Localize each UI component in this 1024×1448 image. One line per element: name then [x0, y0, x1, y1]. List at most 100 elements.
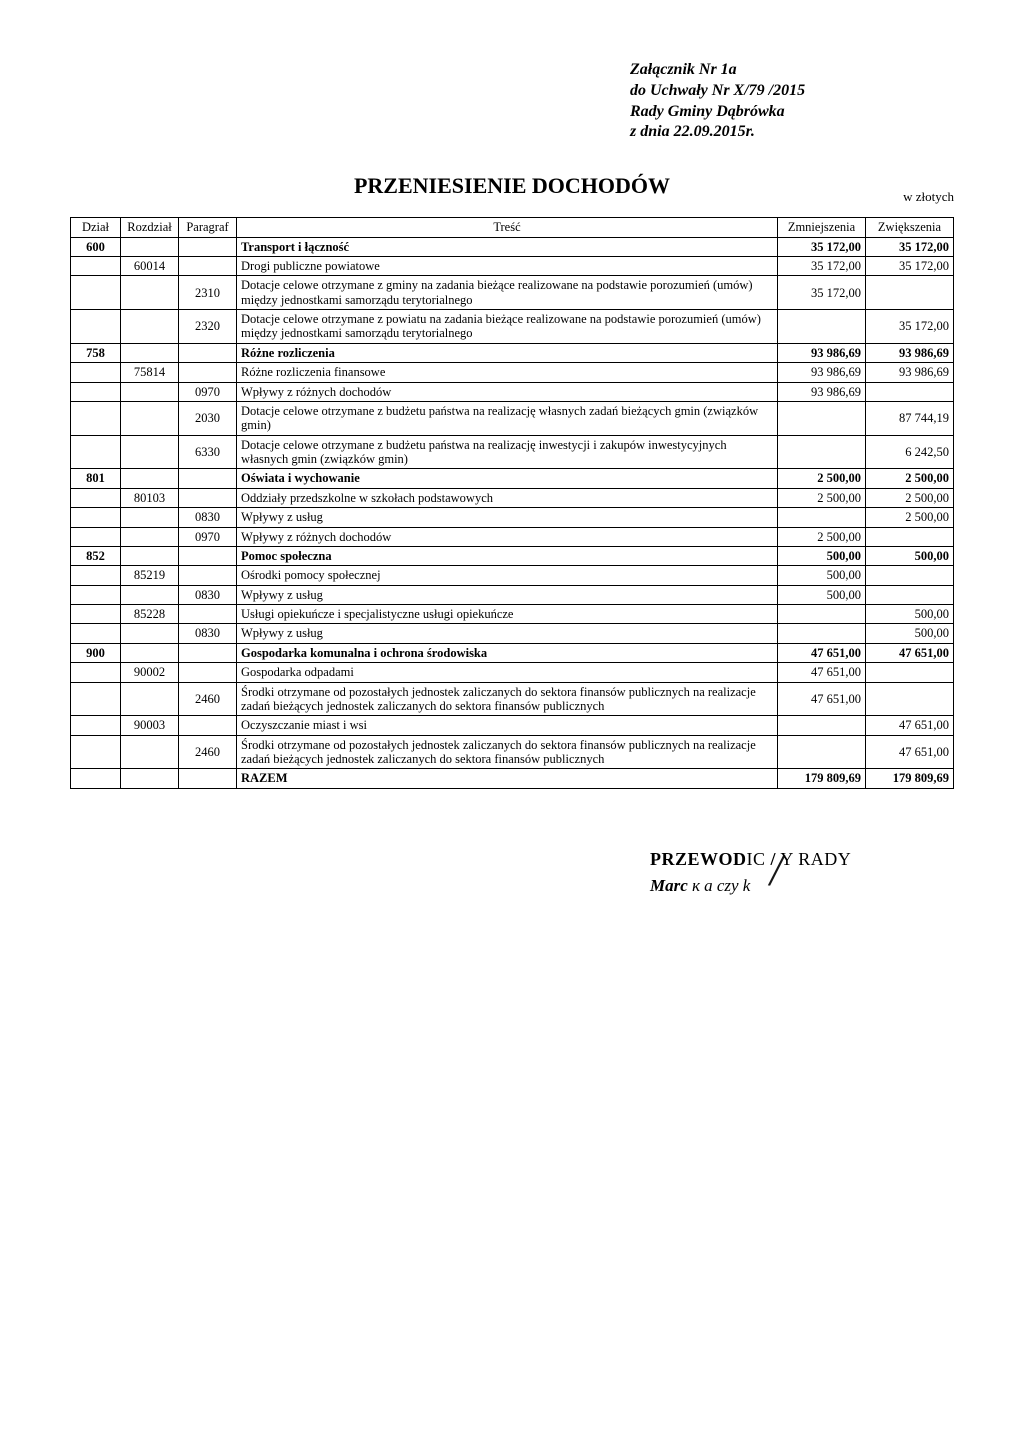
- cell-dzial: [71, 310, 121, 344]
- cell-paragraf: [179, 566, 237, 585]
- cell-tresc: Gospodarka odpadami: [237, 663, 778, 682]
- cell-zmn: 35 172,00: [778, 237, 866, 256]
- cell-zwi: 2 500,00: [866, 488, 954, 507]
- cell-rozdzial: [121, 735, 179, 769]
- cell-paragraf: [179, 663, 237, 682]
- cell-zwi: 6 242,50: [866, 435, 954, 469]
- cell-zwi: 500,00: [866, 624, 954, 643]
- cell-dzial: [71, 435, 121, 469]
- cell-zmn: 47 651,00: [778, 663, 866, 682]
- cell-tresc: Drogi publiczne powiatowe: [237, 256, 778, 275]
- cell-zwi: 35 172,00: [866, 256, 954, 275]
- cell-zmn: 35 172,00: [778, 256, 866, 275]
- cell-tresc: Usługi opiekuńcze i specjalistyczne usłu…: [237, 605, 778, 624]
- cell-zmn: [778, 435, 866, 469]
- cell-rozdzial: [121, 401, 179, 435]
- cell-rozdzial: [121, 624, 179, 643]
- table-row: 90002Gospodarka odpadami47 651,00: [71, 663, 954, 682]
- currency-label: w złotych: [903, 189, 954, 205]
- cell-zwi: [866, 527, 954, 546]
- cell-rozdzial: [121, 682, 179, 716]
- cell-zwi: [866, 663, 954, 682]
- cell-paragraf: 6330: [179, 435, 237, 469]
- cell-paragraf: 2030: [179, 401, 237, 435]
- cell-zwi: 87 744,19: [866, 401, 954, 435]
- cell-zmn: [778, 508, 866, 527]
- cell-dzial: 852: [71, 546, 121, 565]
- table-row: 90003 Oczyszczanie miast i wsi 47 651,00: [71, 716, 954, 735]
- sig-name-part: a czy k: [704, 876, 750, 895]
- cell-paragraf: 2460: [179, 735, 237, 769]
- cell-paragraf: 0830: [179, 624, 237, 643]
- cell-paragraf: [179, 643, 237, 662]
- cell-zmn: 47 651,00: [778, 643, 866, 662]
- table-row: 900 Gospodarka komunalna i ochrona środow…: [71, 643, 954, 662]
- cell-tresc: Różne rozliczenia finansowe: [237, 363, 778, 382]
- cell-tresc: Wpływy z różnych dochodów: [237, 382, 778, 401]
- sig-name-part: ᴋ: [692, 876, 704, 895]
- cell-tresc: Wpływy z usług: [237, 624, 778, 643]
- col-header-tresc: Treść: [237, 218, 778, 237]
- col-header-dzial: Dział: [71, 218, 121, 237]
- cell-rozdzial: [121, 643, 179, 662]
- table-row: 85219Ośrodki pomocy społecznej500,00: [71, 566, 954, 585]
- cell-rozdzial: [121, 585, 179, 604]
- cell-zmn: [778, 716, 866, 735]
- cell-zwi: 93 986,69: [866, 363, 954, 382]
- cell-dzial: [71, 624, 121, 643]
- cell-tresc: Gospodarka komunalna i ochrona środowisk…: [237, 643, 778, 662]
- sig-text: /: [766, 849, 777, 869]
- table-row: 2460Środki otrzymane od pozostałych jedn…: [71, 735, 954, 769]
- table-row: 85228Usługi opiekuńcze i specjalistyczne…: [71, 605, 954, 624]
- col-header-zwi: Zwiększenia: [866, 218, 954, 237]
- table-row: RAZEM179 809,69179 809,69: [71, 769, 954, 788]
- cell-dzial: [71, 566, 121, 585]
- cell-dzial: [71, 663, 121, 682]
- cell-zmn: 93 986,69: [778, 382, 866, 401]
- cell-paragraf: 2320: [179, 310, 237, 344]
- table-row: 75814Różne rozliczenia finansowe93 986,6…: [71, 363, 954, 382]
- table-row: 80103Oddziały przedszkolne w szkołach po…: [71, 488, 954, 507]
- header-line: do Uchwały Nr X/79 /2015: [630, 81, 954, 102]
- cell-dzial: [71, 256, 121, 275]
- cell-tresc: Dotacje celowe otrzymane z powiatu na za…: [237, 310, 778, 344]
- cell-paragraf: [179, 605, 237, 624]
- cell-tresc: Dotacje celowe otrzymane z budżetu państ…: [237, 401, 778, 435]
- document-title: PRZENIESIENIE DOCHODÓW: [354, 173, 670, 199]
- cell-zwi: [866, 566, 954, 585]
- cell-dzial: [71, 401, 121, 435]
- cell-zwi: 47 651,00: [866, 643, 954, 662]
- cell-zmn: [778, 605, 866, 624]
- cell-tresc: Oczyszczanie miast i wsi: [237, 716, 778, 735]
- cell-dzial: 900: [71, 643, 121, 662]
- cell-rozdzial: 60014: [121, 256, 179, 275]
- cell-zmn: [778, 401, 866, 435]
- cell-tresc: Różne rozliczenia: [237, 343, 778, 362]
- cell-rozdzial: 80103: [121, 488, 179, 507]
- cell-rozdzial: [121, 546, 179, 565]
- cell-zmn: 93 986,69: [778, 343, 866, 362]
- cell-zwi: 47 651,00: [866, 716, 954, 735]
- table-row: 0830Wpływy z usług2 500,00: [71, 508, 954, 527]
- cell-zwi: 93 986,69: [866, 343, 954, 362]
- col-header-rozdzial: Rozdział: [121, 218, 179, 237]
- cell-dzial: [71, 735, 121, 769]
- cell-tresc: Dotacje celowe otrzymane z budżetu państ…: [237, 435, 778, 469]
- cell-zmn: [778, 310, 866, 344]
- cell-dzial: [71, 527, 121, 546]
- table-row: 0970Wpływy z różnych dochodów93 986,69: [71, 382, 954, 401]
- cell-zmn: 2 500,00: [778, 488, 866, 507]
- cell-zmn: 500,00: [778, 566, 866, 585]
- cell-dzial: [71, 585, 121, 604]
- cell-zmn: [778, 624, 866, 643]
- cell-rozdzial: 90003: [121, 716, 179, 735]
- table-row: 6330Dotacje celowe otrzymane z budżetu p…: [71, 435, 954, 469]
- cell-rozdzial: [121, 237, 179, 256]
- cell-dzial: [71, 488, 121, 507]
- attachment-header: Załącznik Nr 1a do Uchwały Nr X/79 /2015…: [630, 60, 954, 143]
- cell-paragraf: [179, 469, 237, 488]
- cell-rozdzial: [121, 469, 179, 488]
- cell-zmn: 179 809,69: [778, 769, 866, 788]
- cell-paragraf: 2460: [179, 682, 237, 716]
- cell-rozdzial: [121, 382, 179, 401]
